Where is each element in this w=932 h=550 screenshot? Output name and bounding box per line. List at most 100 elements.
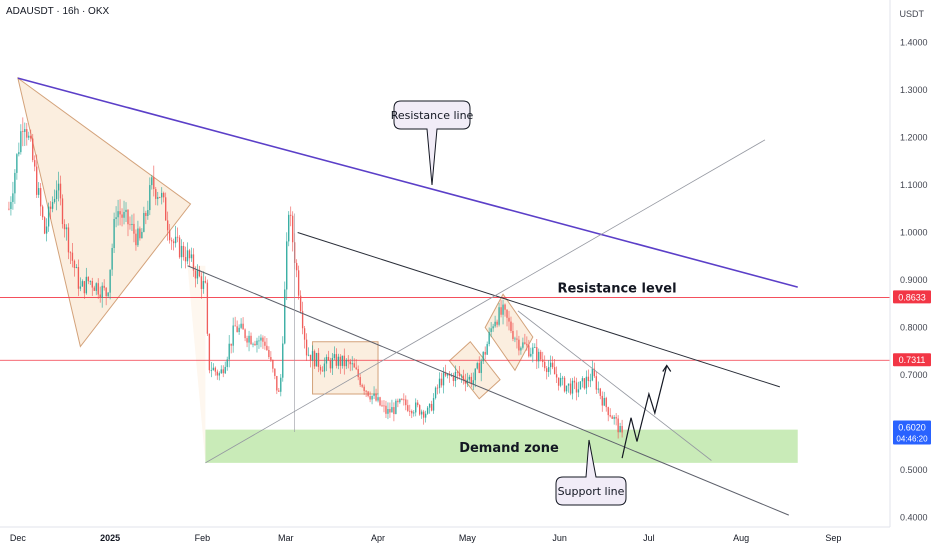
time-tick-label: Feb — [195, 533, 211, 543]
candle-body — [609, 415, 611, 417]
candle-body — [349, 361, 351, 365]
candle-body — [69, 252, 72, 254]
candle-body — [482, 351, 484, 362]
candle-body — [198, 269, 201, 277]
candle-body — [14, 172, 16, 194]
candle-body — [266, 345, 268, 350]
zones — [205, 429, 798, 463]
resistance-line-callout[interactable]: Resistance line — [391, 100, 474, 186]
candle-body — [123, 211, 125, 218]
price-tick-label: 0.5000 — [900, 465, 928, 475]
candle-body — [190, 254, 193, 259]
candle-body — [270, 357, 272, 361]
candle-body — [579, 381, 582, 390]
candle-body — [206, 282, 209, 334]
candle-body — [309, 354, 312, 361]
candle-body — [331, 357, 334, 369]
candle-body — [422, 411, 425, 418]
candle-body — [405, 399, 407, 406]
candle-body — [51, 201, 54, 209]
candle-body — [303, 328, 306, 340]
candle-body — [178, 237, 181, 258]
price-tick-label: 1.2000 — [900, 133, 928, 143]
candle-body — [569, 383, 572, 394]
candle-body — [369, 396, 371, 400]
candle-body — [226, 359, 228, 367]
candle-body — [561, 377, 564, 379]
candle-body — [317, 352, 320, 367]
candle-body — [341, 355, 344, 366]
candle-body — [196, 269, 199, 279]
candle-body — [274, 368, 276, 376]
candle-body — [619, 426, 621, 433]
candle-body — [577, 389, 580, 393]
time-tick-label: Mar — [278, 533, 294, 543]
horizontal-levels — [0, 297, 890, 361]
candle-body — [67, 227, 70, 253]
candle-body — [351, 363, 353, 365]
candle-body — [532, 347, 534, 354]
candle-body — [95, 283, 97, 291]
price-tick-label: 0.4000 — [900, 513, 928, 523]
candle-body — [65, 227, 68, 230]
candle-body — [468, 376, 471, 380]
candle-body — [113, 218, 115, 249]
candle-body — [413, 412, 415, 414]
candle-body — [24, 129, 26, 132]
candle-body — [573, 380, 576, 383]
candle-body — [143, 212, 145, 232]
candle-body — [165, 197, 167, 221]
candle-body — [258, 340, 260, 342]
candle-body — [504, 304, 506, 310]
candle-body — [492, 326, 494, 329]
price-scale-panel — [890, 0, 932, 550]
candle-body — [460, 375, 463, 377]
time-tick-label: Dec — [10, 533, 27, 543]
candle-body — [89, 281, 91, 282]
candle-body — [105, 287, 107, 297]
candle-body — [79, 286, 82, 289]
candle-body — [107, 292, 109, 297]
candle-body — [133, 223, 135, 234]
trendlines — [17, 77, 798, 516]
candle-body — [228, 343, 230, 360]
candle-body — [131, 223, 133, 225]
candle-body — [141, 231, 143, 239]
candle-body — [417, 402, 419, 406]
candle-body — [166, 220, 169, 231]
candle-body — [61, 198, 64, 225]
price-label-box — [893, 290, 931, 304]
candle-body — [170, 240, 173, 242]
candle-body — [238, 327, 240, 333]
candle-body — [26, 129, 28, 138]
candle-body — [534, 347, 536, 348]
candle-body — [407, 405, 409, 411]
price-tick-label: 1.4000 — [900, 38, 928, 48]
price-unit[interactable]: USDT — [899, 9, 925, 19]
candle-body — [337, 356, 340, 366]
candle-body — [472, 380, 474, 385]
support-line-callout[interactable]: Support line — [555, 439, 627, 506]
resistance-level-label: Resistance level — [557, 281, 676, 296]
candle-body — [339, 356, 342, 366]
candle-body — [373, 393, 375, 396]
candle-body — [436, 387, 439, 389]
candle-body — [434, 387, 437, 399]
candle-body — [59, 183, 62, 199]
candle-body — [41, 206, 44, 218]
candles — [8, 117, 623, 439]
candle-body — [444, 372, 447, 376]
time-tick-label: Aug — [733, 533, 749, 543]
time-tick-label: Apr — [371, 533, 385, 543]
candle-body — [363, 386, 365, 391]
candle-body — [151, 177, 153, 186]
candle-body — [542, 359, 544, 362]
price-tick-label: 0.8000 — [900, 323, 928, 333]
price-label-value: 0.6020 — [898, 423, 926, 433]
candle-body — [391, 407, 393, 413]
price-label-box — [893, 420, 931, 445]
candle-body — [565, 385, 568, 392]
candle-body — [295, 262, 298, 271]
